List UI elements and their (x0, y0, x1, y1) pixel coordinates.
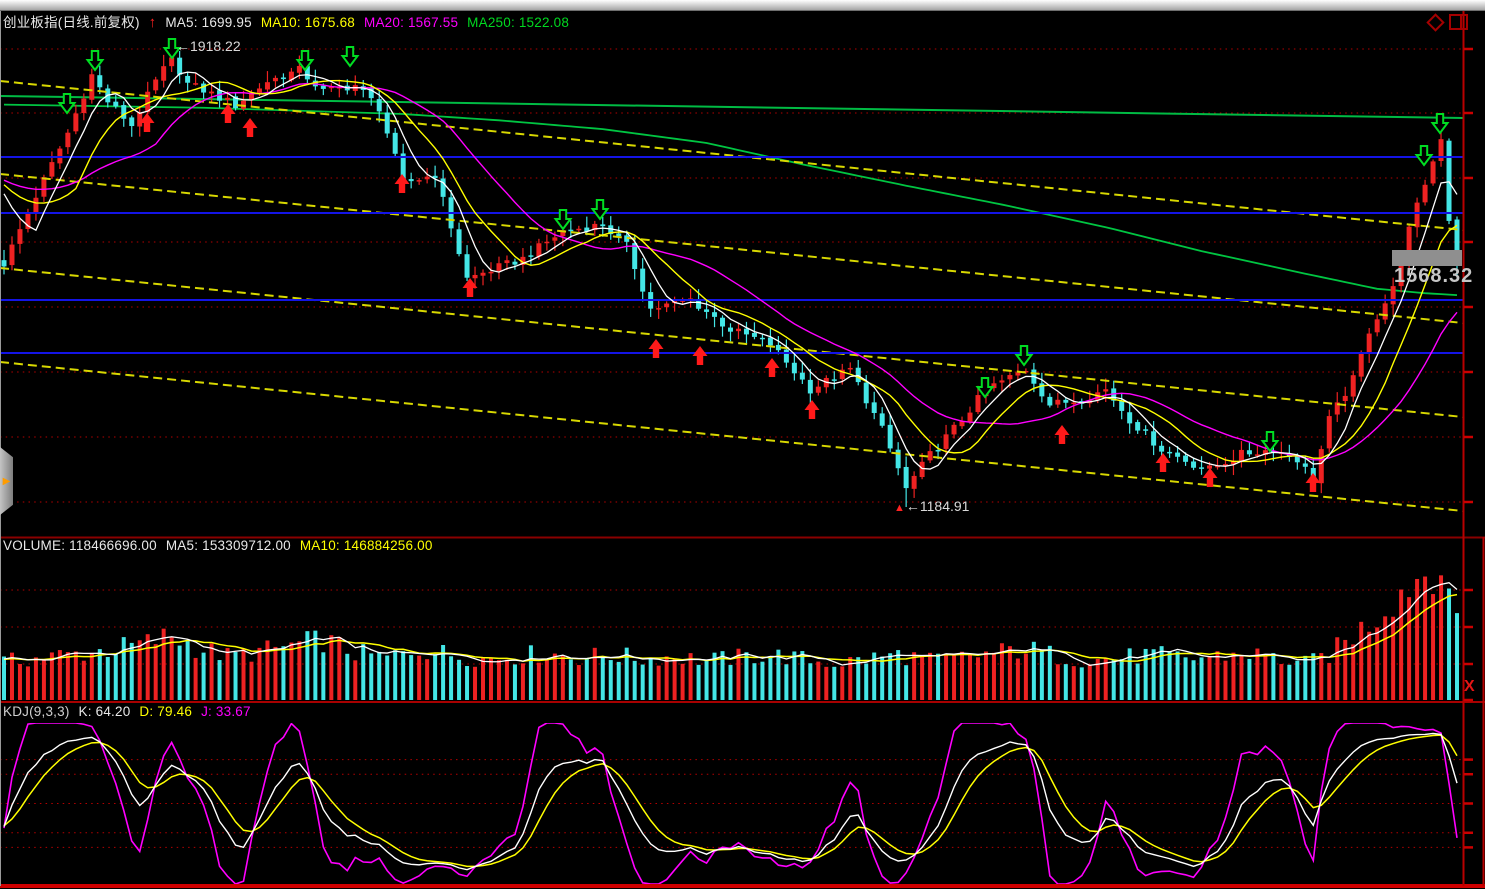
volume-ma10-value: MA10: 146884256.00 (299, 538, 433, 553)
window-top-strip (0, 0, 1485, 11)
ma250-value: MA250: 1522.08 (467, 15, 570, 30)
current-price-label: 1568.32 (1394, 265, 1474, 287)
kdj-j-value: J: 33.67 (201, 704, 251, 719)
ma20-value: MA20: 1567.55 (364, 15, 459, 30)
chart-corner-toolbar (1426, 12, 1468, 32)
high-price-annotation: ←1918.22 (176, 38, 241, 54)
kdj-indicator-label: KDJ(9,3,3) (3, 704, 70, 719)
low-price-label: ←1184.91 (905, 498, 970, 514)
low-price-annotation: ▲←1184.91 (894, 498, 969, 514)
volume-value: VOLUME: 118466696.00 (3, 538, 157, 553)
expand-arrow-icon: ▶ (2, 475, 11, 487)
volume-pane-header: VOLUME: 118466696.00 MA5: 153309712.00 MA1… (3, 538, 442, 553)
current-price-bar (1392, 250, 1462, 266)
kdj-pane-header: KDJ(9,3,3) K: 64.20 D: 79.46 J: 33.67 (3, 704, 260, 719)
main-chart-header: 创业板指(日线.前复权) ↑ MA5: 1699.95 MA10: 1675.68 MA… (3, 11, 578, 31)
split-window-divider (1459, 16, 1462, 28)
symbol-title: 创业板指(日线.前复权) (3, 15, 140, 30)
low-marker-icon: ▲ (894, 502, 905, 514)
volume-ma5-value: MA5: 153309712.00 (165, 538, 291, 553)
split-window-icon[interactable] (1449, 14, 1468, 30)
ma5-value: MA5: 1699.95 (165, 15, 252, 30)
kdj-d-value: D: 79.46 (139, 704, 193, 719)
kdj-k-value: K: 64.20 (78, 704, 131, 719)
trend-up-icon: ↑ (148, 14, 157, 31)
sidebar-expand-tab[interactable]: ▶ (0, 447, 13, 515)
diamond-icon[interactable] (1426, 12, 1445, 32)
close-x-button[interactable]: X (1464, 678, 1475, 695)
ma10-value: MA10: 1675.68 (260, 15, 355, 30)
